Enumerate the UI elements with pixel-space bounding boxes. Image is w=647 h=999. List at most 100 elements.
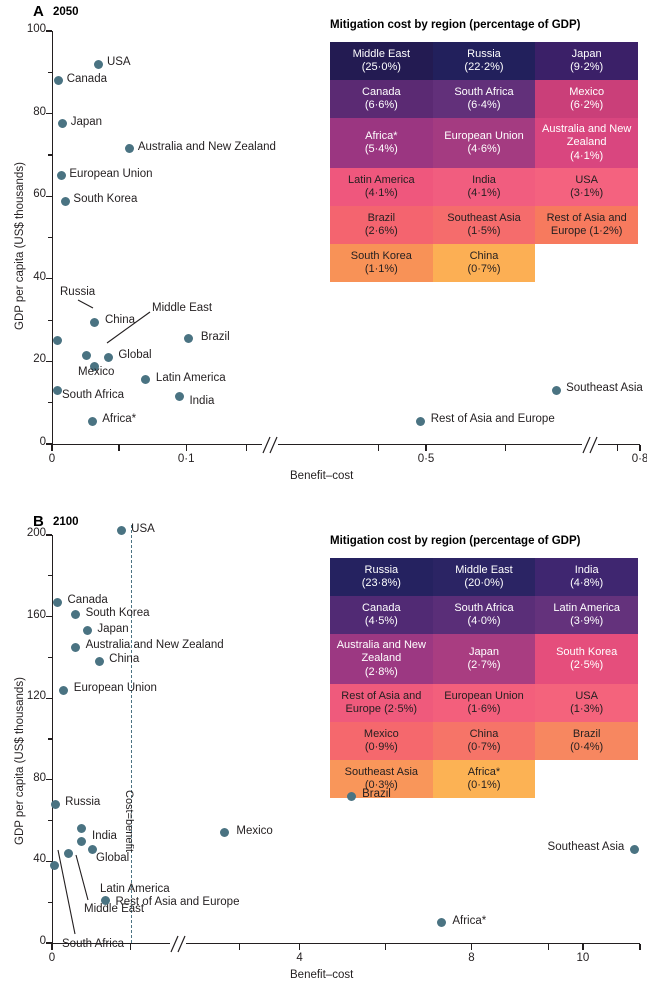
heat-cell: Australia and New Zealand (4·1%) xyxy=(535,118,638,168)
heat-cell-value: (2·6%) xyxy=(364,225,398,237)
heat-cell-value: (4·1%) xyxy=(364,187,398,199)
y-tick-label: 0 xyxy=(39,436,46,448)
y-axis-title: GDP per capita (US$ thousands) xyxy=(14,162,26,330)
data-point xyxy=(90,317,100,327)
y-tick-major xyxy=(46,443,52,445)
data-point-label: Australia and New Zealand xyxy=(85,639,224,652)
heat-cell: Latin America (4·1%) xyxy=(330,168,433,206)
heat-cell-region: European Union xyxy=(444,129,524,142)
heat-cell: India (4·1%) xyxy=(432,168,536,206)
data-point-label: South Africa xyxy=(62,938,125,950)
heat-cell-value: (4·6%) xyxy=(467,143,501,155)
y-tick-minor xyxy=(48,402,52,404)
heat-cell-region: Mexico xyxy=(363,727,399,740)
label-leader-line xyxy=(77,299,94,309)
data-point-label: Southeast Asia xyxy=(566,382,643,395)
heat-cell-value: (4·1%) xyxy=(570,149,604,162)
x-tick-label: 0·5 xyxy=(417,453,435,465)
axis-break-mark xyxy=(262,436,278,454)
y-tick-label: 100 xyxy=(26,23,46,35)
data-point-label: Japan xyxy=(97,622,129,635)
x-tick xyxy=(639,445,641,451)
x-tick xyxy=(384,944,387,950)
cost-benefit-label: Cost=benefit xyxy=(122,790,135,853)
data-point xyxy=(94,59,104,69)
heat-cell: South Africa (4·0%) xyxy=(432,596,536,634)
heat-cell-value: (0·9%) xyxy=(364,741,398,753)
x-tick xyxy=(639,944,641,950)
heat-cell-value: Europe (1·2%) xyxy=(550,225,623,237)
x-tick xyxy=(238,944,241,950)
heat-cell: European Union (1·6%) xyxy=(432,684,536,722)
y-axis-line xyxy=(52,535,54,943)
heat-cell: Brazil (0·4%) xyxy=(535,722,638,760)
heat-cell: Mexico (0·9%) xyxy=(330,722,433,760)
y-tick-label: 200 xyxy=(26,527,46,539)
y-tick-major xyxy=(46,278,52,280)
mitigation-cost-table-a: Middle East (25·0%) Russia (22·2%) Japan (9·2… xyxy=(330,42,638,282)
y-tick-major xyxy=(46,30,52,32)
data-point-label: Global xyxy=(118,349,152,362)
heat-cell-value: (9·2%) xyxy=(570,61,604,73)
heat-cell-region: Russia xyxy=(364,563,399,576)
data-point xyxy=(56,171,66,181)
data-point xyxy=(94,656,104,666)
data-point-label: Canada xyxy=(67,594,108,607)
data-point xyxy=(58,119,68,129)
heat-cell-region: Southeast Asia xyxy=(344,765,419,778)
heat-cell-value: (1·3%) xyxy=(570,703,604,715)
x-tick-label: 0·8 xyxy=(631,453,647,465)
heat-cell-region: USA xyxy=(575,173,598,186)
heat-cell-region: South Africa xyxy=(454,85,514,98)
heat-cell-value: (2·5%) xyxy=(570,659,604,671)
y-tick-minor xyxy=(48,820,52,822)
heat-cell: Middle East (25·0%) xyxy=(330,42,433,80)
heat-cell: USA (1·3%) xyxy=(535,684,638,722)
heat-cell-value: (4·0%) xyxy=(467,615,501,627)
data-point-label: Latin America xyxy=(100,883,170,895)
heat-cell: Brazil (2·6%) xyxy=(330,206,433,244)
heat-cell: Middle East (20·0%) xyxy=(432,558,536,596)
panel-a-year: 2050 xyxy=(53,6,79,18)
y-tick-label: 20 xyxy=(33,353,46,366)
panel-b-2100: B 2100 Mitigation cost by region (percen… xyxy=(0,500,647,999)
data-point-label: Middle East xyxy=(84,903,145,915)
y-tick-minor xyxy=(48,656,52,659)
x-axis-title: Benefit–cost xyxy=(290,470,354,482)
data-point xyxy=(77,824,87,834)
data-point-label: Russia xyxy=(60,286,96,298)
y-tick-label: 0 xyxy=(39,935,46,947)
heat-cell: Mexico (6·2%) xyxy=(535,80,638,118)
cost-benefit-line xyxy=(130,525,132,943)
heat-cell: China (0·7%) xyxy=(432,244,536,282)
heat-cell: Southeast Asia (1·5%) xyxy=(432,206,536,244)
x-tick xyxy=(298,944,301,950)
data-point-label: European Union xyxy=(73,682,157,695)
data-point-label: Latin America xyxy=(155,371,226,384)
data-point xyxy=(50,799,60,809)
heat-cell: Africa* (0·1%) xyxy=(432,760,536,798)
heat-cell-value: (1·1%) xyxy=(364,263,398,275)
heat-cell: India (4·8%) xyxy=(535,558,638,596)
data-point xyxy=(346,791,356,801)
heat-cell-value: (4·8%) xyxy=(570,577,604,589)
y-tick-label: 60 xyxy=(33,188,46,201)
heat-cell-region: USA xyxy=(575,689,598,702)
y-tick-major xyxy=(46,860,52,863)
heat-cell-region: Brazil xyxy=(367,211,396,224)
x-tick xyxy=(425,445,427,451)
data-point xyxy=(59,685,69,695)
heat-cell-value: (6·6%) xyxy=(364,99,398,111)
x-axis-line xyxy=(52,943,640,945)
data-point-label: Africa* xyxy=(102,413,137,426)
data-point-label: China xyxy=(104,314,135,327)
y-axis-title: GDP per capita (US$ thousands) xyxy=(14,677,26,845)
heat-cell: Rest of Asia and Europe (2·5%) xyxy=(330,684,433,722)
heat-cell-value: (0·1%) xyxy=(467,779,501,791)
heat-cell-region: South Korea xyxy=(556,645,618,658)
heat-cell-region: Australia and New Zealand xyxy=(336,638,426,665)
data-point xyxy=(125,144,135,154)
x-tick xyxy=(547,944,550,950)
x-tick xyxy=(616,445,619,451)
data-point-label: Rest of Asia and Europe xyxy=(430,413,555,426)
